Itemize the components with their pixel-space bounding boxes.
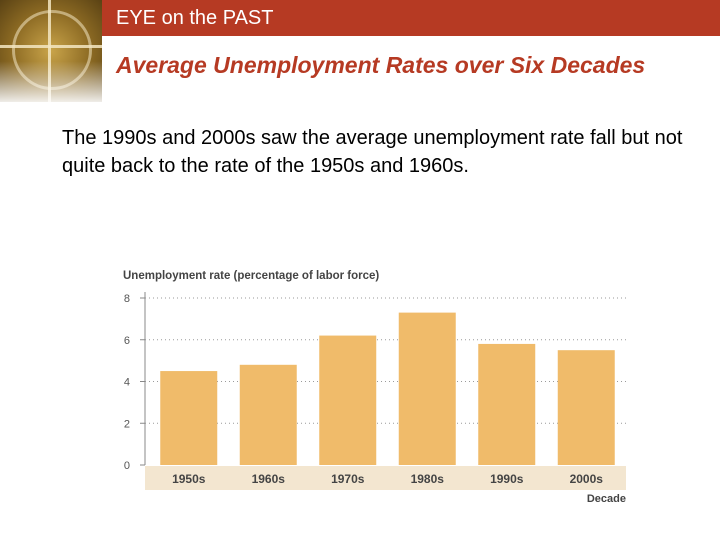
- categories-layer: 1950s 1960s 1970s 1980s 1990s 2000s: [172, 472, 603, 486]
- header-title: EYE on the PAST: [116, 7, 274, 29]
- x-axis-band: [145, 466, 626, 490]
- body-text: The 1990s and 2000s saw the average unem…: [62, 127, 683, 177]
- bar-1970s: [319, 335, 377, 465]
- bar-1980s: [398, 312, 456, 465]
- x-tick-label: 1950s: [172, 472, 206, 486]
- bars-layer: [160, 312, 615, 465]
- x-tick-label: 2000s: [570, 472, 604, 486]
- x-tick-label: 1980s: [411, 472, 445, 486]
- bar-1950s: [160, 371, 218, 465]
- bar-1990s: [478, 343, 536, 465]
- bar-2000s: [557, 350, 615, 465]
- x-axis-title: Decade: [587, 493, 626, 505]
- y-tick-label: 6: [124, 335, 130, 347]
- header-bar: [0, 0, 720, 36]
- chart: Unemployment rate (percentage of labor f…: [110, 262, 650, 512]
- logo-fade: [0, 0, 102, 102]
- x-tick-label: 1970s: [331, 472, 365, 486]
- grid-layer: [144, 292, 626, 490]
- y-tick-label: 0: [124, 460, 130, 472]
- bar-1960s: [239, 364, 297, 465]
- chart-svg: Unemployment rate (percentage of labor f…: [123, 270, 626, 505]
- ticks-layer: 0 2 4 6 8: [124, 293, 145, 472]
- eye-on-the-past-logo-icon: [0, 0, 102, 102]
- y-tick-label: 2: [124, 418, 130, 430]
- x-tick-label: 1990s: [490, 472, 524, 486]
- y-axis-title: Unemployment rate (percentage of labor f…: [123, 270, 379, 282]
- slide-title: Average Unemployment Rates over Six Deca…: [116, 52, 646, 78]
- y-tick-label: 4: [124, 377, 130, 389]
- x-tick-label: 1960s: [252, 472, 286, 486]
- y-tick-label: 8: [124, 293, 130, 305]
